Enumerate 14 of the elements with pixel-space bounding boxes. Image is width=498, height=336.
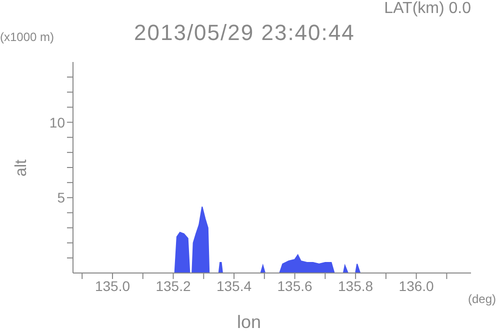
x-tick-label: 135.6 <box>277 278 313 294</box>
x-tick-label: 135.4 <box>216 278 252 294</box>
x-tick-label: 135.0 <box>94 278 130 294</box>
y-axis-title: alt <box>13 160 31 176</box>
x-tick-label: 136.0 <box>398 278 434 294</box>
text: (deg) <box>468 292 496 306</box>
y-tick-label: 5 <box>57 190 66 206</box>
chart-title: 2013/05/29 23:40:44 <box>134 20 355 46</box>
text: LAT(km) 0.0 <box>384 0 471 18</box>
text: (x1000 m) <box>0 30 54 44</box>
x-axis-title: lon <box>236 312 262 333</box>
x-tick-label: 135.2 <box>156 278 191 294</box>
x-tick-label: 135.8 <box>338 278 374 294</box>
y-tick-label: 10 <box>49 114 66 130</box>
